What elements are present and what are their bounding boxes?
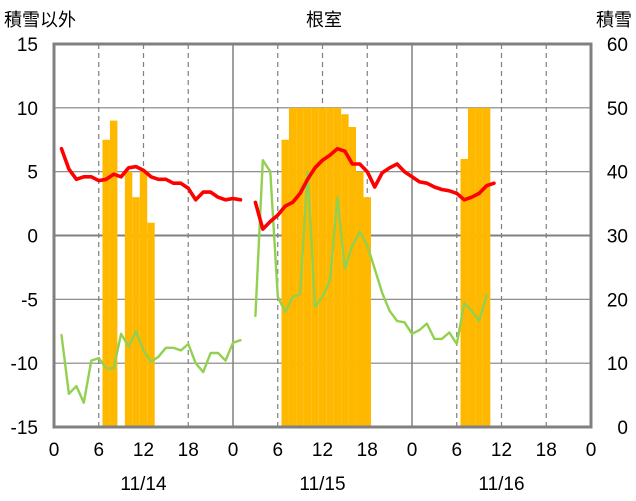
x-tick-label: 18 <box>178 440 199 461</box>
snow-depth-bar <box>363 197 371 427</box>
left-tick-label: 10 <box>17 99 38 120</box>
snow-depth-bar <box>348 126 357 427</box>
left-axis-title: 積雪以外 <box>4 10 76 30</box>
left-tick-label: -10 <box>11 354 38 375</box>
snow-depth-bar <box>311 107 319 427</box>
chart-title: 根室 <box>306 10 342 30</box>
left-tick-label: -15 <box>11 418 38 439</box>
right-tick-label: 30 <box>607 227 628 248</box>
snow-depth-bar <box>333 107 342 427</box>
x-tick-label: 12 <box>491 440 512 461</box>
left-tick-label: -5 <box>21 290 38 311</box>
date-label: 11/14 <box>120 474 167 495</box>
x-tick-label: 0 <box>586 440 597 461</box>
snow-depth-bar <box>482 107 491 427</box>
date-label: 11/16 <box>478 474 524 495</box>
snow-depth-bar <box>475 107 483 427</box>
right-tick-label: 50 <box>607 99 628 120</box>
snow-depth-bar <box>460 158 468 427</box>
right-tick-label: 10 <box>607 354 628 375</box>
x-tick-label: 0 <box>228 440 239 461</box>
x-tick-label: 18 <box>357 440 378 461</box>
right-axis-title: 積雪 <box>596 10 632 30</box>
snow-depth-bar <box>341 114 349 427</box>
x-tick-label: 12 <box>133 440 154 461</box>
x-tick-label: 6 <box>272 440 283 461</box>
x-tick-label: 0 <box>49 440 60 461</box>
red-line-series <box>59 146 243 202</box>
data-lines <box>52 146 496 429</box>
left-tick-label: 15 <box>17 35 38 56</box>
snow-depth-bar <box>102 139 110 427</box>
snow-depth-bar <box>296 107 304 427</box>
right-tick-label: 0 <box>617 418 628 439</box>
snow-depth-bars <box>102 107 491 427</box>
snow-depth-bar <box>139 171 148 427</box>
x-tick-label: 0 <box>407 440 418 461</box>
left-tick-label: 5 <box>27 163 38 184</box>
date-label: 11/15 <box>299 474 345 495</box>
green-line-series <box>60 330 242 404</box>
snow-depth-bar <box>318 107 327 427</box>
right-tick-label: 40 <box>607 163 628 184</box>
x-tick-label: 18 <box>536 440 557 461</box>
left-tick-label: 0 <box>27 227 38 248</box>
plot-frame <box>52 42 593 429</box>
snow-depth-bar <box>288 107 297 427</box>
snow-depth-bar <box>303 107 312 427</box>
snow-depth-bar <box>147 222 155 427</box>
snow-depth-bar <box>467 107 476 427</box>
x-tick-label: 6 <box>93 440 104 461</box>
right-tick-label: 20 <box>607 290 628 311</box>
x-tick-label: 12 <box>312 440 333 461</box>
green-line-series <box>254 158 488 346</box>
snow-depth-bar <box>356 171 364 427</box>
red-line-series <box>253 146 496 231</box>
right-tick-label: 60 <box>607 35 628 56</box>
x-tick-label: 6 <box>451 440 462 461</box>
snow-depth-bar <box>132 197 140 427</box>
snow-depth-bar <box>124 171 133 427</box>
snow-depth-bar <box>281 139 289 427</box>
snow-depth-bar <box>109 120 118 427</box>
